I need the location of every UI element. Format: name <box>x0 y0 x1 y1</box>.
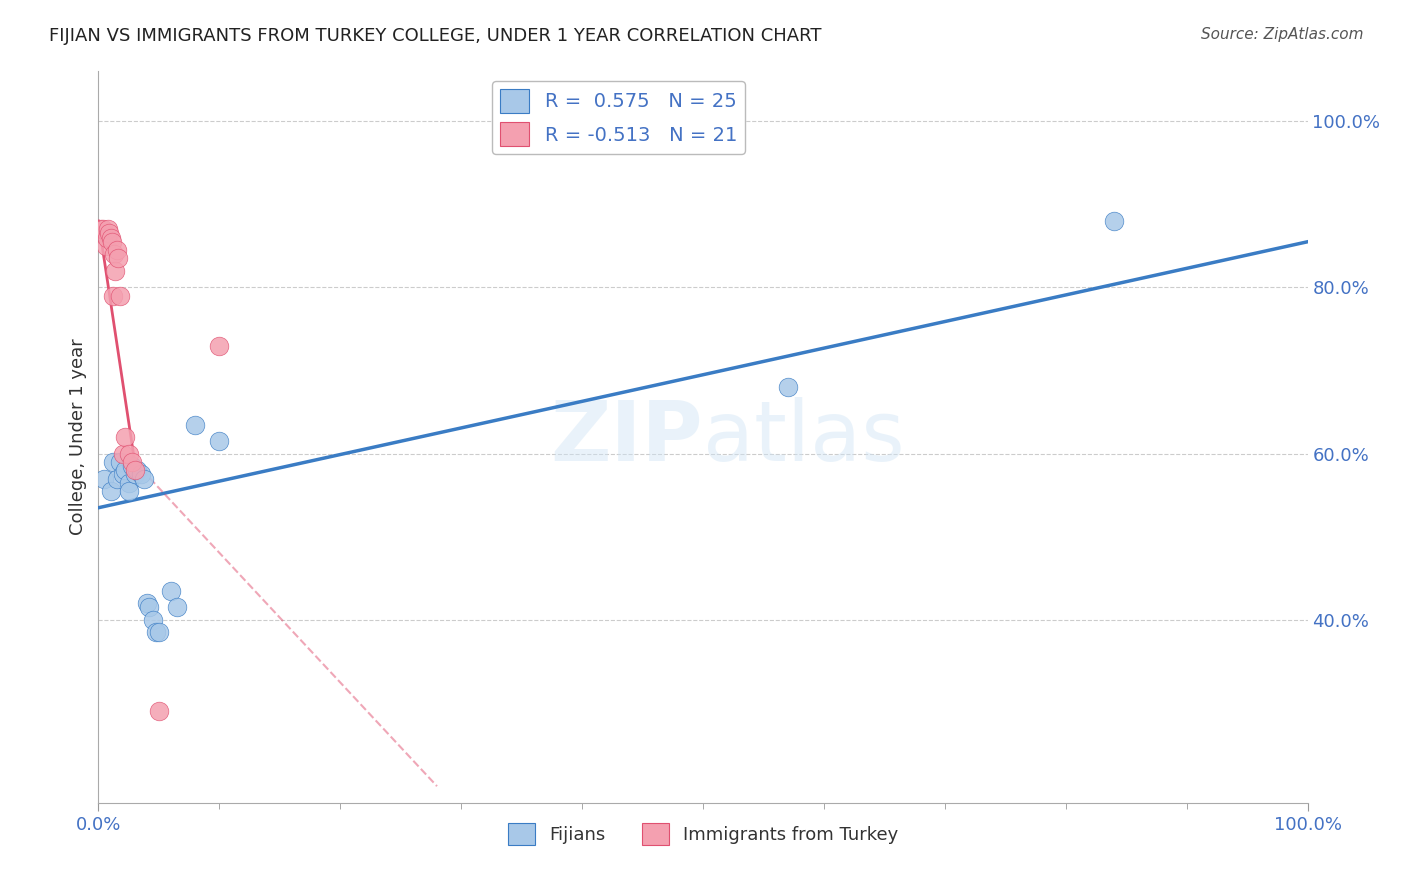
Point <box>118 484 141 499</box>
Point <box>108 455 131 469</box>
Point <box>114 463 136 477</box>
Text: atlas: atlas <box>703 397 904 477</box>
Point <box>129 467 152 482</box>
Text: ZIP: ZIP <box>551 397 703 477</box>
Point <box>94 239 117 253</box>
Point <box>97 222 120 236</box>
Point <box>90 222 112 236</box>
Legend: Fijians, Immigrants from Turkey: Fijians, Immigrants from Turkey <box>501 816 905 852</box>
Point <box>93 472 115 486</box>
Point <box>124 467 146 482</box>
Point <box>111 447 134 461</box>
Point <box>184 417 207 432</box>
Point <box>96 230 118 244</box>
Point <box>166 600 188 615</box>
Point <box>108 289 131 303</box>
Point <box>121 455 143 469</box>
Point <box>776 380 799 394</box>
Point <box>107 252 129 266</box>
Point <box>118 475 141 490</box>
Point <box>118 447 141 461</box>
Point <box>91 222 114 236</box>
Point <box>111 467 134 482</box>
Point <box>105 472 128 486</box>
Point <box>208 434 231 449</box>
Point <box>104 264 127 278</box>
Point <box>145 625 167 640</box>
Y-axis label: College, Under 1 year: College, Under 1 year <box>69 339 87 535</box>
Text: Source: ZipAtlas.com: Source: ZipAtlas.com <box>1201 27 1364 42</box>
Point <box>135 596 157 610</box>
Point <box>121 459 143 474</box>
Point <box>101 289 124 303</box>
Point <box>160 583 183 598</box>
Point <box>100 484 122 499</box>
Point <box>124 463 146 477</box>
Point <box>114 430 136 444</box>
Point <box>138 600 160 615</box>
Point <box>100 230 122 244</box>
Point <box>142 613 165 627</box>
Point <box>1102 214 1125 228</box>
Point <box>101 455 124 469</box>
Text: FIJIAN VS IMMIGRANTS FROM TURKEY COLLEGE, UNDER 1 YEAR CORRELATION CHART: FIJIAN VS IMMIGRANTS FROM TURKEY COLLEGE… <box>49 27 821 45</box>
Point <box>134 472 156 486</box>
Point <box>127 463 149 477</box>
Point <box>208 338 231 352</box>
Point <box>100 235 122 249</box>
Point <box>103 247 125 261</box>
Point <box>148 705 170 719</box>
Point <box>105 243 128 257</box>
Point <box>98 227 121 241</box>
Point <box>148 625 170 640</box>
